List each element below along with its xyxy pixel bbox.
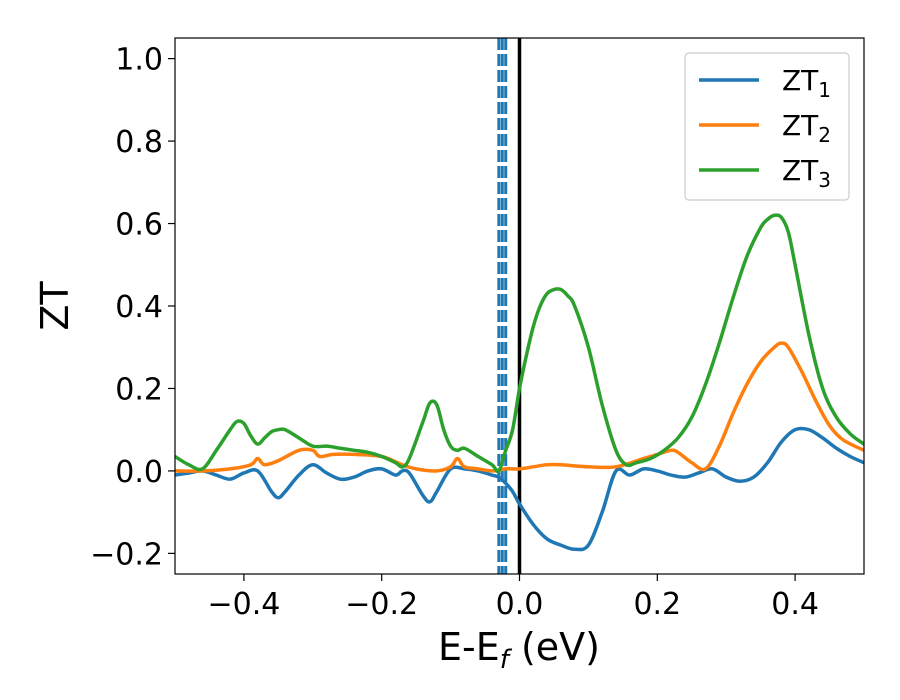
x-axis-label-main: E-E [438,625,500,669]
y-tick-label: 0.0 [115,455,163,490]
y-tick-label: 0.6 [115,208,163,243]
x-tick-label: 0.0 [496,587,544,622]
legend-label-zt2: ZT2 [782,109,831,147]
y-tick-label: 1.0 [115,43,163,78]
legend-label-subscript: 3 [818,168,831,192]
legend-label-main: ZT [782,154,819,187]
legend-label-zt1: ZT1 [782,64,831,102]
legend-label-main: ZT [782,64,819,97]
y-axis-label: ZT [33,281,77,331]
series-line-zt3 [175,213,864,474]
series-line-zt2 [175,341,864,473]
series-group [175,213,864,552]
x-tick-label: 0.2 [633,587,681,622]
y-axis: −0.2 0.0 0.2 0.4 0.6 0.8 1.0 [90,43,175,572]
y-tick-label: 0.2 [115,372,163,407]
y-tick-label: 0.8 [115,125,163,160]
x-axis: −0.4 −0.2 0.0 0.2 0.4 [207,574,819,622]
y-tick-label: −0.2 [90,537,163,572]
x-axis-label: E-Ef (eV) [438,625,600,675]
x-axis-label-unit: (eV) [509,625,600,669]
x-tick-label: 0.4 [771,587,819,622]
series-line-zt1 [175,426,864,552]
x-tick-label: −0.2 [345,587,418,622]
legend-label-subscript: 1 [818,78,831,102]
reference-lines [497,38,522,574]
legend-label-zt3: ZT3 [782,154,831,192]
legend-label-subscript: 2 [818,123,831,147]
legend-label-main: ZT [782,109,819,142]
x-tick-label: −0.4 [207,587,280,622]
y-tick-label: 0.4 [115,290,163,325]
legend-frame [684,52,850,201]
